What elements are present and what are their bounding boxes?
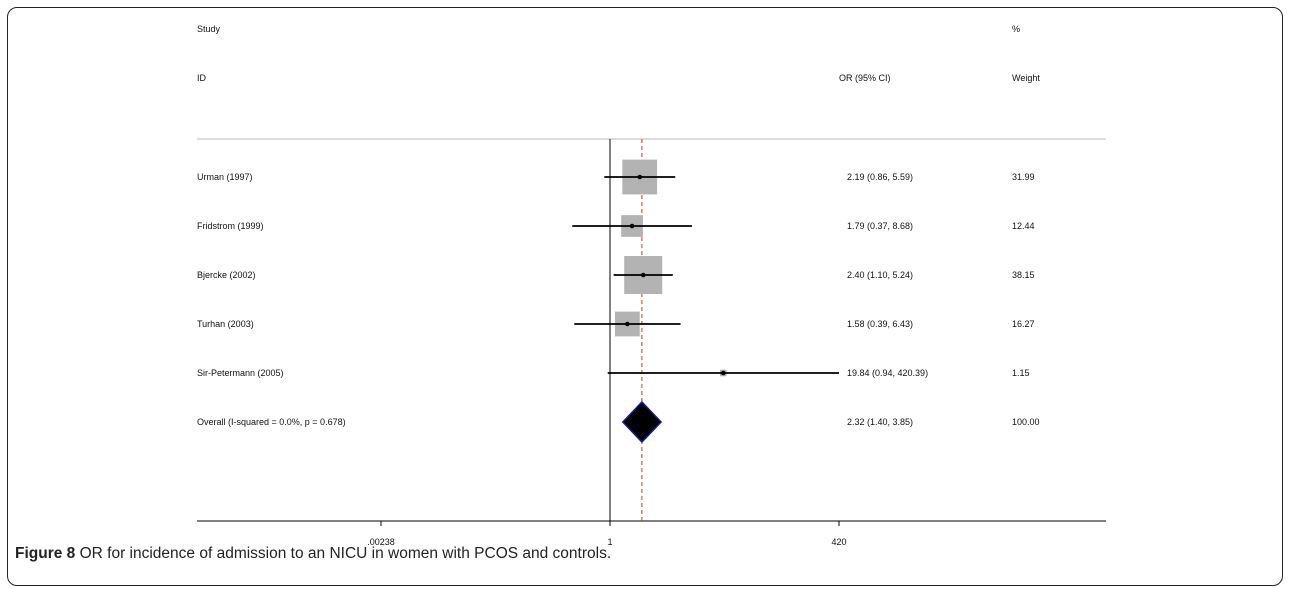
study-ci-text: 2.19 (0.86, 5.59) — [847, 172, 914, 182]
study-weight: 1.15 — [1012, 368, 1030, 378]
header-study: Study — [197, 24, 221, 34]
study-label: Turhan (2003) — [197, 319, 254, 329]
study-label: Urman (1997) — [197, 172, 253, 182]
caption-text: OR for incidence of admission to an NICU… — [75, 545, 612, 562]
study-point-estimate — [640, 272, 646, 278]
study-ci-text: 1.58 (0.39, 6.43) — [847, 319, 914, 329]
x-tick-label: .00238 — [367, 537, 395, 547]
caption-figure-number: Figure 8 — [15, 545, 76, 562]
study-label: Bjercke (2002) — [197, 270, 256, 280]
x-tick-label: 420 — [831, 537, 847, 547]
study-point-estimate — [629, 223, 635, 229]
overall-weight: 100.00 — [1012, 417, 1040, 427]
study-point-estimate — [625, 321, 630, 327]
figure-caption: Figure 8 OR for incidence of admission t… — [15, 545, 611, 563]
study-point-estimate — [637, 174, 643, 180]
study-label: Fridstrom (1999) — [197, 221, 264, 231]
overall-label: Overall (I-squared = 0.0%, p = 0.678) — [197, 417, 346, 427]
figure-frame — [7, 7, 1283, 586]
study-label: Sir-Petermann (2005) — [197, 368, 284, 378]
overall-ci-text: 2.32 (1.40, 3.85) — [847, 417, 914, 427]
header-percent: % — [1012, 24, 1021, 34]
study-weight: 12.44 — [1012, 221, 1035, 231]
study-weight: 31.99 — [1012, 172, 1035, 182]
study-ci-text: 19.84 (0.94, 420.39) — [847, 368, 929, 378]
x-tick-label: 1 — [607, 537, 613, 547]
study-weight: 38.15 — [1012, 270, 1035, 280]
study-ci-text: 1.79 (0.37, 8.68) — [847, 221, 914, 231]
header-weight: Weight — [1012, 73, 1040, 83]
header-id: ID — [197, 73, 206, 83]
study-ci-text: 2.40 (1.10, 5.24) — [847, 270, 914, 280]
overall-diamond — [621, 400, 663, 444]
study-point-estimate — [720, 370, 726, 376]
header-or-ci: OR (95% CI) — [839, 73, 891, 83]
study-weight: 16.27 — [1012, 319, 1035, 329]
